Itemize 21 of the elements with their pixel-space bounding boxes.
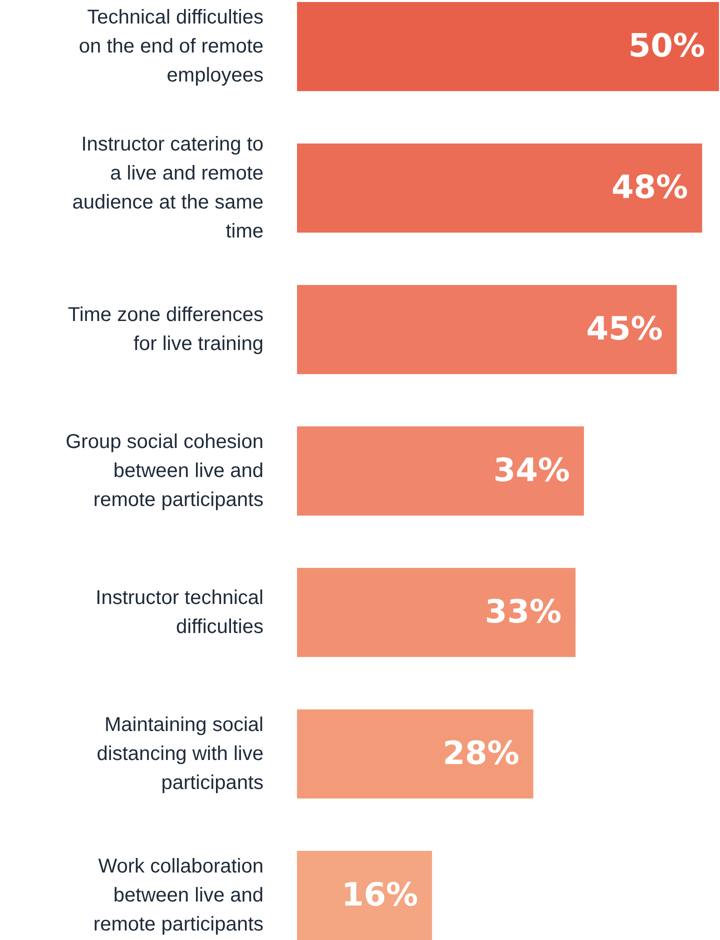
data-label: 16% — [341, 875, 418, 914]
bar — [297, 2, 719, 92]
y-tick-label: Instructor catering to a live and remote audience at the same time — [72, 134, 264, 243]
y-tick-label: Group social cohesion between live and remote participants — [66, 431, 264, 511]
y-tick-label: Time zone differences for live training — [68, 304, 264, 356]
y-tick-label: Work collaboration between live and remote participants — [93, 855, 264, 936]
bar — [297, 709, 534, 799]
data-label: 33% — [484, 592, 562, 630]
y-tick-label: Maintaining social distancing with live participants — [96, 714, 264, 794]
data-label: 34% — [493, 451, 570, 489]
bar — [297, 426, 584, 516]
data-label: 50% — [628, 26, 705, 65]
bar — [297, 568, 576, 658]
bar — [297, 143, 702, 233]
y-tick-label: Instructor technical difficulties — [96, 586, 264, 638]
data-label: 28% — [442, 734, 520, 772]
y-tick-label: Technical difficulties on the end of remote employees — [78, 6, 264, 87]
data-label: 48% — [612, 168, 688, 206]
bar — [297, 850, 432, 940]
data-label: 45% — [586, 310, 663, 348]
bar — [297, 284, 677, 374]
